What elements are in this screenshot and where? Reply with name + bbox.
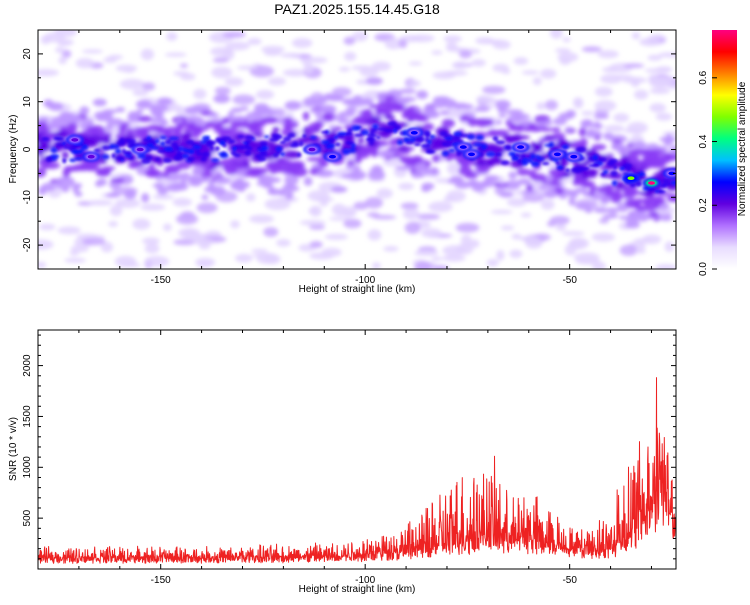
spectrogram-y-tick-label: -10 <box>22 190 33 205</box>
snr-y-tick-label: 2000 <box>22 354 33 377</box>
snr-frame <box>37 329 677 570</box>
spectrogram-y-tick-label: 10 <box>22 96 33 108</box>
spectrogram-y-tick-label: 0 <box>22 146 33 152</box>
hot-spot <box>564 151 583 162</box>
hot-spot <box>454 142 473 153</box>
spectrogram-y-tick-label: -20 <box>22 237 33 252</box>
spectrogram-x-tick-label: -100 <box>355 275 375 286</box>
spectrogram-x-tick-label: -150 <box>151 275 171 286</box>
colorbar: 0.0 0.2 0.4 0.6 Normalized spectral amplitu… <box>698 30 748 276</box>
snr-y-tick-label: 500 <box>22 509 33 526</box>
snr-background <box>38 330 676 569</box>
spectrogram-x-axis-label: Height of straight line (km) <box>299 284 416 295</box>
colorbar-label: Normalized spectral amplitude <box>737 81 748 216</box>
spectrogram-y-axis-label: Frequency (Hz) <box>8 115 19 184</box>
snr-x-axis-label: Height of straight line (km) <box>299 584 416 595</box>
hot-spot <box>405 127 424 138</box>
hot-spot <box>548 149 567 160</box>
colorbar-tick-label: 0.6 <box>698 70 709 84</box>
colorbar-ticks: 0.0 0.2 0.4 0.6 <box>698 70 717 276</box>
figure-title: PAZ1.2025.155.14.45.G18 <box>274 1 440 17</box>
colorbar-tick-label: 0.0 <box>698 262 709 276</box>
snr-series-line <box>38 377 676 564</box>
hot-spot <box>82 151 101 162</box>
snr-x-tick-label: -50 <box>562 575 577 586</box>
hot-spot <box>511 142 530 153</box>
snr-y-tick-label: 1000 <box>22 456 33 479</box>
spectrogram-heatmap <box>38 30 676 269</box>
snr-panel: -150 -100 -50 500 1000 1500 2000 Height of str… <box>8 329 677 595</box>
hot-spot <box>323 151 342 162</box>
spectrogram-x-tick-label: -50 <box>562 275 577 286</box>
colorbar-tick-label: 0.2 <box>698 198 709 212</box>
hot-spot <box>622 173 640 184</box>
hot-spot <box>65 134 84 145</box>
hot-spot <box>462 149 481 160</box>
hot-spot <box>303 144 321 155</box>
colorbar-gradient <box>712 30 737 269</box>
hot-spot <box>662 168 676 179</box>
snr-y-tick-label: 1500 <box>22 405 33 428</box>
spectrogram-y-tick-label: 20 <box>22 48 33 60</box>
snr-x-tick-label: -150 <box>151 575 171 586</box>
hot-spot <box>642 178 661 188</box>
snr-y-axis-label: SNR (10 * v/v) <box>8 417 19 481</box>
snr-x-tick-label: -100 <box>355 575 375 586</box>
hot-spot <box>131 144 150 155</box>
snr-ticks: -150 -100 -50 500 1000 1500 2000 <box>22 330 676 586</box>
colorbar-tick-label: 0.4 <box>698 134 709 148</box>
